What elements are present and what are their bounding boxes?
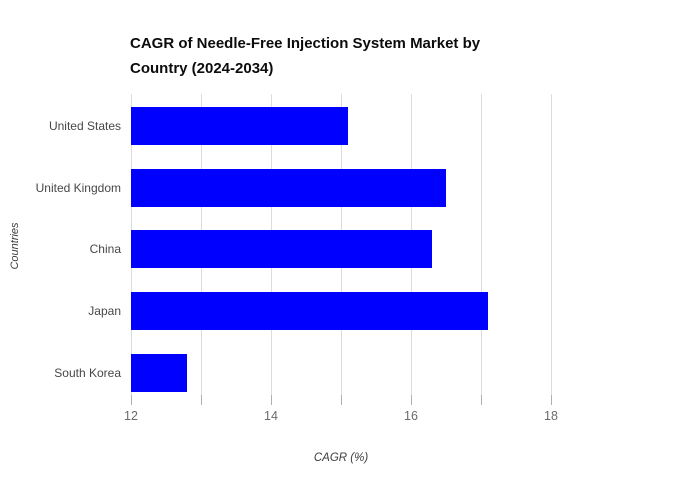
x-tick-label-18: 18 [544,409,558,423]
x-axis-tick-15 [341,395,342,405]
category-label-united-kingdom: United Kingdom [35,180,121,195]
x-axis-tick-14 [271,395,272,405]
x-axis-tick-17 [481,395,482,405]
plot-area: 12 14 16 18 [124,94,568,423]
bar-united-kingdom [131,168,446,207]
category-axis: United States United Kingdom China Japan Sou… [0,0,121,500]
x-axis-tick-12 [131,395,132,405]
category-label-south-korea: South Korea [54,365,121,380]
gridline-18 [551,94,552,395]
x-axis-tick-13 [201,395,202,405]
bar-south-korea [131,353,187,392]
category-label-japan: Japan [88,304,121,319]
category-label-united-states: United States [48,119,121,133]
bar-united-states [131,107,348,145]
gridline-17 [481,94,482,395]
x-tick-label-12: 12 [124,409,138,423]
x-tick-label-16: 16 [404,409,418,423]
x-axis-title: CAGR (%) [313,452,369,464]
x-axis-tick-18 [551,395,552,405]
bar-china [131,230,432,269]
x-axis-tick-16 [411,395,412,405]
x-tick-label-14: 14 [264,409,278,423]
chart-title: CAGR of Needle-Free Injection System Mar… [130,35,481,77]
bar-japan [131,292,488,331]
category-label-china: China [89,242,121,257]
